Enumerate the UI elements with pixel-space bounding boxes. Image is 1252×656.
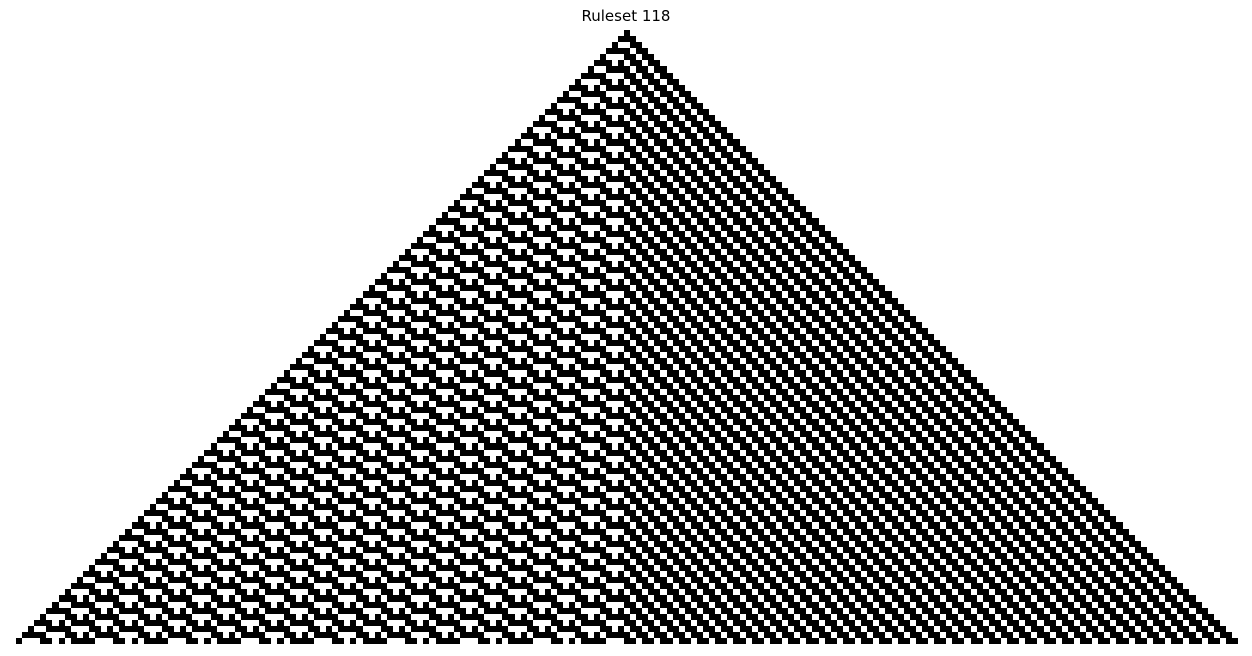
figure-title: Ruleset 118: [581, 7, 671, 25]
cellular-automaton-grid: [16, 30, 1238, 644]
